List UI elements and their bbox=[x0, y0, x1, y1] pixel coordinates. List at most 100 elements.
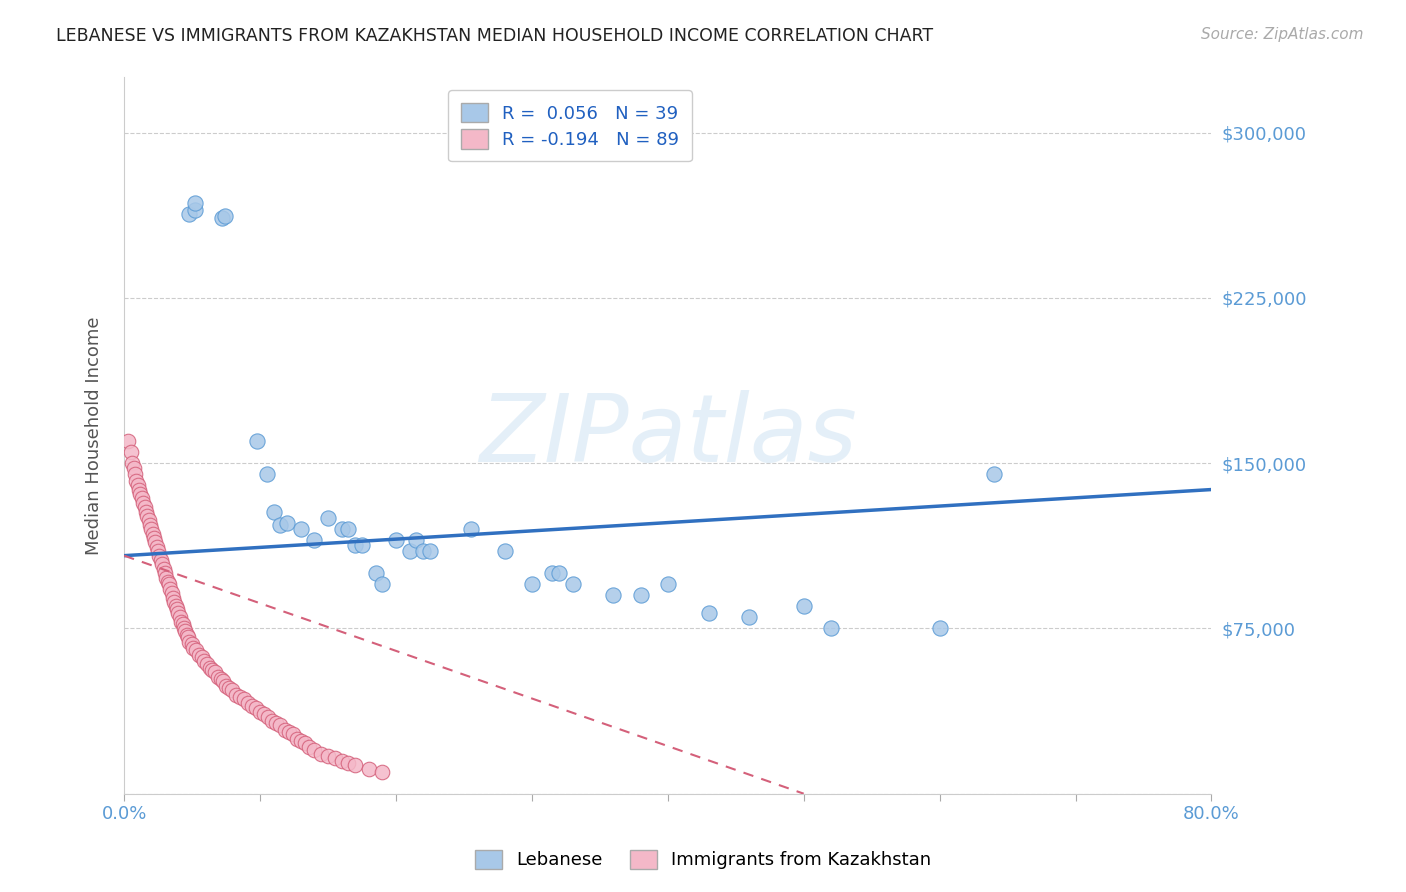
Point bbox=[148, 549, 170, 563]
Point bbox=[167, 606, 190, 620]
Point bbox=[149, 553, 172, 567]
Point bbox=[136, 508, 159, 523]
Point bbox=[460, 522, 482, 536]
Point bbox=[246, 434, 269, 448]
Point bbox=[257, 709, 280, 723]
Point bbox=[983, 467, 1005, 482]
Point bbox=[173, 621, 195, 635]
Point bbox=[344, 758, 367, 772]
Point bbox=[159, 582, 181, 596]
Point bbox=[139, 517, 162, 532]
Point bbox=[405, 533, 427, 548]
Point bbox=[304, 533, 326, 548]
Point bbox=[225, 688, 247, 702]
Point bbox=[117, 434, 139, 448]
Point bbox=[207, 670, 229, 684]
Point bbox=[276, 516, 298, 530]
Point bbox=[316, 749, 339, 764]
Point bbox=[127, 478, 149, 492]
Point bbox=[357, 763, 380, 777]
Point bbox=[657, 577, 679, 591]
Point bbox=[290, 733, 312, 747]
Point bbox=[212, 674, 235, 689]
Point bbox=[204, 665, 226, 680]
Point bbox=[269, 718, 291, 732]
Point bbox=[350, 538, 373, 552]
Point bbox=[820, 621, 842, 635]
Text: LEBANESE VS IMMIGRANTS FROM KAZAKHSTAN MEDIAN HOUSEHOLD INCOME CORRELATION CHART: LEBANESE VS IMMIGRANTS FROM KAZAKHSTAN M… bbox=[56, 27, 934, 45]
Point bbox=[160, 586, 183, 600]
Point bbox=[228, 690, 250, 704]
Point bbox=[240, 698, 263, 713]
Point bbox=[262, 714, 284, 728]
Point bbox=[152, 562, 174, 576]
Point bbox=[174, 624, 197, 638]
Point bbox=[928, 621, 950, 635]
Point bbox=[124, 467, 146, 482]
Point bbox=[277, 725, 299, 739]
Point bbox=[184, 202, 207, 217]
Point bbox=[323, 751, 346, 765]
Point bbox=[193, 655, 215, 669]
Legend: R =  0.056   N = 39, R = -0.194   N = 89: R = 0.056 N = 39, R = -0.194 N = 89 bbox=[449, 90, 692, 161]
Point bbox=[494, 544, 516, 558]
Point bbox=[337, 522, 360, 536]
Point bbox=[129, 487, 152, 501]
Point bbox=[179, 207, 201, 221]
Point bbox=[198, 661, 221, 675]
Point bbox=[141, 522, 163, 536]
Point bbox=[150, 558, 173, 572]
Point bbox=[697, 606, 720, 620]
Point bbox=[249, 705, 271, 719]
Point bbox=[218, 681, 240, 695]
Point bbox=[214, 209, 236, 223]
Point bbox=[157, 577, 180, 591]
Point bbox=[337, 756, 360, 770]
Point bbox=[304, 742, 326, 756]
Point bbox=[183, 641, 205, 656]
Point bbox=[263, 505, 285, 519]
Point bbox=[281, 727, 304, 741]
Point bbox=[561, 577, 583, 591]
Point bbox=[266, 716, 288, 731]
Point bbox=[294, 736, 316, 750]
Legend: Lebanese, Immigrants from Kazakhstan: Lebanese, Immigrants from Kazakhstan bbox=[465, 840, 941, 879]
Point bbox=[186, 643, 208, 657]
Point bbox=[371, 577, 394, 591]
Point bbox=[134, 500, 156, 515]
Point bbox=[209, 672, 232, 686]
Point bbox=[169, 610, 191, 624]
Point bbox=[145, 540, 167, 554]
Point bbox=[330, 754, 353, 768]
Point bbox=[290, 522, 312, 536]
Point bbox=[179, 634, 201, 648]
Point bbox=[181, 637, 204, 651]
Point bbox=[190, 650, 212, 665]
Point bbox=[184, 196, 207, 211]
Point bbox=[253, 707, 276, 722]
Point bbox=[298, 740, 321, 755]
Point bbox=[385, 533, 408, 548]
Point bbox=[163, 595, 186, 609]
Point bbox=[316, 511, 339, 525]
Point bbox=[138, 513, 160, 527]
Point bbox=[364, 566, 387, 581]
Point bbox=[176, 628, 198, 642]
Point bbox=[412, 544, 434, 558]
Point bbox=[602, 588, 624, 602]
Point bbox=[419, 544, 441, 558]
Point bbox=[215, 679, 238, 693]
Point bbox=[165, 599, 187, 614]
Point bbox=[156, 575, 179, 590]
Point bbox=[166, 601, 188, 615]
Point bbox=[520, 577, 543, 591]
Text: Source: ZipAtlas.com: Source: ZipAtlas.com bbox=[1201, 27, 1364, 42]
Point bbox=[143, 531, 166, 545]
Point bbox=[245, 700, 267, 714]
Point bbox=[142, 526, 165, 541]
Text: ZIPatlas: ZIPatlas bbox=[479, 390, 856, 481]
Point bbox=[309, 747, 332, 761]
Point bbox=[195, 657, 218, 671]
Point bbox=[170, 615, 193, 629]
Point bbox=[221, 683, 243, 698]
